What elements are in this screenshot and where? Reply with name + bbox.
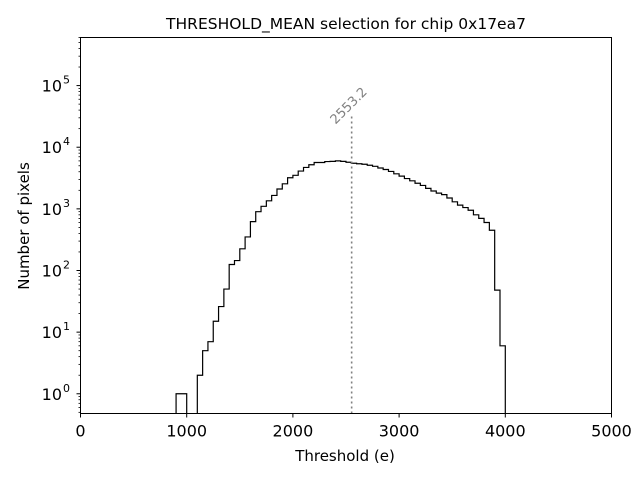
histogram-bin <box>458 205 463 413</box>
x-tick-label: 2000 <box>273 422 314 441</box>
histogram-bin <box>436 193 441 413</box>
x-tick-label: 4000 <box>485 422 526 441</box>
histogram-bin <box>394 174 399 414</box>
histogram-bin <box>282 184 287 414</box>
y-axis-label: Number of pixels <box>15 162 33 290</box>
histogram-bin <box>404 179 409 414</box>
histogram-bin <box>420 185 425 413</box>
y-tick-label: 10 <box>42 138 62 157</box>
histogram-bin <box>489 230 494 413</box>
histogram-bin <box>240 249 245 414</box>
histogram-bin <box>410 181 415 414</box>
chart-title: THRESHOLD_MEAN selection for chip 0x17ea… <box>165 15 526 34</box>
y-tick-label: 10 <box>42 77 62 96</box>
y-tick-exponent: 0 <box>63 382 70 395</box>
y-tick-exponent: 1 <box>63 320 70 333</box>
histogram-bin <box>415 183 420 413</box>
x-tick-label: 0 <box>75 422 85 441</box>
histogram-bin <box>399 176 404 413</box>
histogram-bin <box>447 198 452 413</box>
histogram-bin <box>484 223 489 414</box>
histogram-bin <box>330 161 335 413</box>
y-tick-label: 10 <box>42 200 62 219</box>
histogram-bin <box>256 212 261 414</box>
histogram-bin <box>383 170 388 414</box>
histogram-bin <box>293 175 298 413</box>
y-tick-exponent: 4 <box>63 135 70 148</box>
histogram-bin <box>261 206 266 413</box>
y-tick-label: 10 <box>42 261 62 280</box>
y-tick-exponent: 2 <box>63 258 70 271</box>
x-axis: 0 1000 2000 3000 4000 5000 <box>75 413 632 441</box>
x-tick-label: 5000 <box>591 422 632 441</box>
histogram-bin <box>468 210 473 413</box>
x-axis-label: Threshold (e) <box>294 447 395 465</box>
histogram-bin <box>431 191 436 414</box>
histogram-bin <box>335 161 340 414</box>
histogram-bin <box>266 201 271 414</box>
x-tick-label: 3000 <box>379 422 420 441</box>
histogram-bin <box>277 189 282 414</box>
histogram-bin <box>288 178 293 414</box>
histogram-bin <box>181 394 186 414</box>
histogram-bin <box>245 237 250 414</box>
histogram-bin <box>298 171 303 413</box>
plot-frame <box>80 37 612 414</box>
histogram-bin <box>495 290 500 413</box>
histogram-bin <box>197 375 202 413</box>
histogram-bin <box>357 164 362 414</box>
y-tick-exponent: 3 <box>63 197 70 210</box>
histogram-bin <box>473 215 478 414</box>
histogram-bin <box>442 195 447 414</box>
histogram-bin <box>309 165 314 414</box>
histogram-bin <box>367 165 372 413</box>
y-tick-exponent: 5 <box>63 74 70 87</box>
histogram-bin <box>463 208 468 414</box>
histogram-step-line <box>175 160 506 414</box>
histogram-bin <box>250 222 255 414</box>
histogram-bin <box>426 188 431 413</box>
histogram-bin <box>213 321 218 413</box>
histogram-bin <box>219 307 224 414</box>
histogram-bin <box>373 166 378 413</box>
histogram-bin <box>500 346 505 414</box>
y-tick-label: 10 <box>42 323 62 342</box>
histogram-bin <box>203 351 208 414</box>
histogram-bin <box>314 163 319 414</box>
histogram-bin <box>362 164 367 413</box>
histogram-bin <box>346 162 351 413</box>
histogram-bin <box>341 161 346 413</box>
x-tick-label: 1000 <box>166 422 207 441</box>
histogram-bin <box>272 195 277 413</box>
histogram-bin <box>479 218 484 413</box>
y-tick-label: 10 <box>42 385 62 404</box>
histogram-bin <box>319 163 324 414</box>
histogram-bin <box>388 171 393 413</box>
histogram-bin <box>234 261 239 414</box>
histogram-bin <box>176 394 181 414</box>
histogram-bin <box>325 162 330 414</box>
histogram-bin <box>452 202 457 414</box>
histogram-bin <box>224 289 229 413</box>
histogram-bin <box>208 342 213 414</box>
plot-area: 2553.2 <box>175 85 506 414</box>
threshold-label: 2553.2 <box>328 85 371 128</box>
histogram-bin <box>378 168 383 413</box>
histogram-bin <box>304 167 309 413</box>
histogram-bin <box>229 265 234 414</box>
